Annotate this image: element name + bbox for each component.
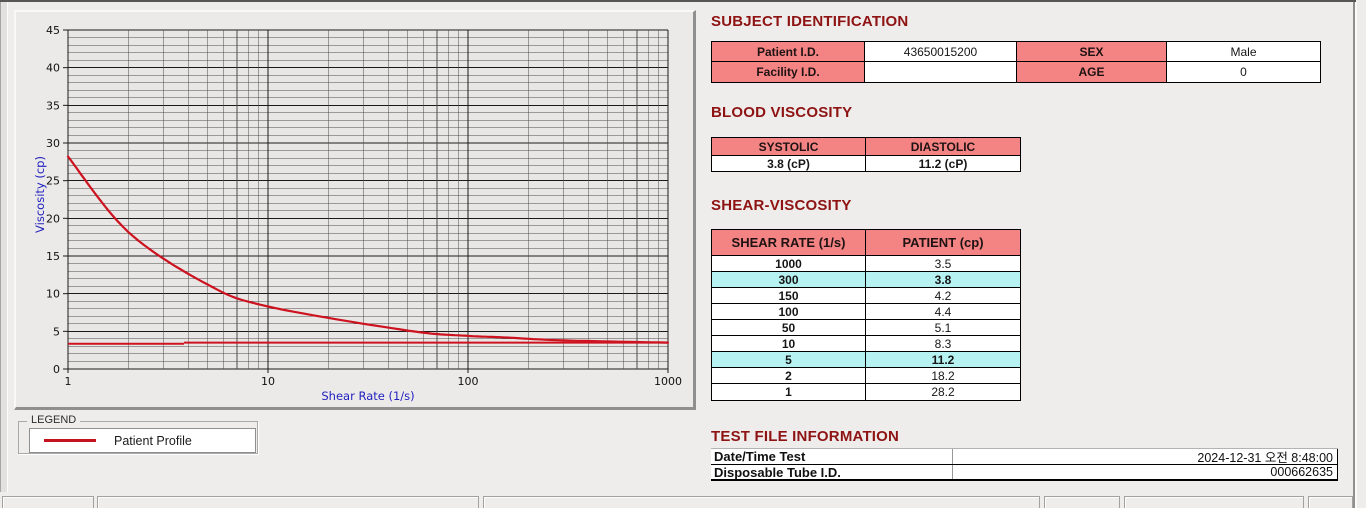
legend-series-label: Patient Profile <box>114 433 192 448</box>
svg-text:30: 30 <box>46 137 60 150</box>
sex-value: Male <box>1230 44 1257 59</box>
bottom-panel <box>483 496 1040 508</box>
blood-viscosity-title: BLOOD VISCOSITY <box>711 104 853 121</box>
table-row: Facility I.D. AGE 0 <box>712 62 1320 82</box>
age-value: 0 <box>1240 65 1247 79</box>
subject-identification-title: SUBJECT IDENTIFICATION <box>711 13 909 30</box>
date-time-test-label: Date/Time Test <box>711 449 953 464</box>
shear-viscosity-row: 100 4.4 <box>712 304 1020 320</box>
shear-rate-header: SHEAR RATE (1/s) <box>712 230 866 255</box>
patient-cp-cell: 4.4 <box>934 304 952 319</box>
table-row: Date/Time Test 2024-12-31 오전 8:48:00 <box>711 449 1338 465</box>
shear-viscosity-title: SHEAR-VISCOSITY <box>711 197 852 214</box>
disposable-tube-id-label: Disposable Tube I.D. <box>711 465 953 480</box>
window-top-border <box>0 0 1356 2</box>
shear-rate-cell: 2 <box>712 368 866 383</box>
test-file-information-title: TEST FILE INFORMATION <box>711 428 900 445</box>
diastolic-header: DIASTOLIC <box>866 138 1020 155</box>
facility-id-value <box>865 62 1017 82</box>
shear-viscosity-row: 150 4.2 <box>712 288 1020 304</box>
svg-text:10: 10 <box>261 375 275 388</box>
shear-viscosity-row: 50 5.1 <box>712 320 1020 336</box>
patient-id-label: Patient I.D. <box>712 42 865 61</box>
svg-text:15: 15 <box>46 250 60 263</box>
patient-cp-cell: 3.8 <box>866 272 1020 287</box>
diastolic-value: 11.2 (cP) <box>918 156 968 171</box>
patient-cp-cell: 8.3 <box>934 336 952 351</box>
age-label: AGE <box>1017 62 1167 82</box>
svg-text:100: 100 <box>458 375 479 388</box>
bottom-panel <box>1044 496 1120 508</box>
bottom-panel <box>1124 496 1304 508</box>
chart-panel: 0 5 10 15 20 25 30 35 40 45 1 10 100 1000 Shear Rate (… <box>14 10 696 410</box>
patient-cp-cell: 18.2 <box>931 368 955 383</box>
svg-text:1000: 1000 <box>654 375 682 388</box>
right-edge-highlight <box>1355 2 1357 508</box>
systolic-value: 3.8 (cP) <box>712 156 866 171</box>
blood-viscosity-table: SYSTOLIC DIASTOLIC 3.8 (cP) 11.2 (cP) <box>711 137 1021 172</box>
table-header-row: SHEAR RATE (1/s) PATIENT (cp) <box>712 230 1020 256</box>
svg-text:25: 25 <box>46 175 60 188</box>
svg-text:0: 0 <box>53 363 60 376</box>
svg-text:1: 1 <box>65 375 72 388</box>
systolic-header: SYSTOLIC <box>712 138 866 155</box>
svg-text:35: 35 <box>46 99 60 112</box>
table-header-row: SYSTOLIC DIASTOLIC <box>712 138 1020 156</box>
facility-id-label: Facility I.D. <box>712 62 865 82</box>
right-edge-groove <box>1353 2 1355 508</box>
shear-viscosity-table: SHEAR RATE (1/s) PATIENT (cp) 1000 3.5 300… <box>711 229 1021 401</box>
table-row: Patient I.D. 43650015200 SEX Male <box>712 42 1320 62</box>
patient-cp-cell: 5.1 <box>934 320 952 335</box>
shear-viscosity-row: 10 8.3 <box>712 336 1020 352</box>
subject-identification-table: Patient I.D. 43650015200 SEX Male Facili… <box>711 41 1321 83</box>
test-file-table: Date/Time Test 2024-12-31 오전 8:48:00 Dis… <box>711 448 1338 481</box>
shear-rate-cell: 150 <box>712 288 866 303</box>
disposable-tube-id-value: 000662635 <box>953 465 1338 479</box>
table-row: Disposable Tube I.D. 000662635 <box>711 465 1338 481</box>
shear-viscosity-rows: 1000 3.5 300 3.8 150 4.2 100 4.4 50 5.1 10 8.3 5 11.2… <box>712 256 1020 400</box>
shear-viscosity-row: 1000 3.5 <box>712 256 1020 272</box>
table-row: 3.8 (cP) 11.2 (cP) <box>712 156 1020 171</box>
shear-viscosity-row: 5 11.2 <box>712 352 1020 368</box>
patient-profile-curve <box>66 155 670 344</box>
bottom-panel <box>1308 496 1353 508</box>
bottom-panel <box>2 496 94 508</box>
date-time-test-value: 2024-12-31 오전 8:48:00 <box>953 449 1338 465</box>
shear-rate-cell: 10 <box>712 336 866 351</box>
legend-group: LEGEND Patient Profile <box>18 414 258 454</box>
bottom-panel <box>97 496 479 508</box>
svg-text:45: 45 <box>46 24 60 37</box>
svg-text:10: 10 <box>46 288 60 301</box>
sex-label: SEX <box>1017 42 1167 61</box>
svg-text:20: 20 <box>46 212 60 225</box>
shear-rate-cell: 100 <box>712 304 866 319</box>
y-axis-label: Viscosity (cp) <box>33 156 47 233</box>
shear-viscosity-row: 1 28.2 <box>712 384 1020 400</box>
left-edge-strip <box>0 2 8 492</box>
shear-rate-cell: 300 <box>712 272 866 287</box>
shear-viscosity-row: 300 3.8 <box>712 272 1020 288</box>
legend-caption: LEGEND <box>27 414 81 426</box>
shear-rate-cell: 1 <box>712 384 866 400</box>
shear-rate-cell: 5 <box>712 352 866 367</box>
svg-text:5: 5 <box>53 325 60 338</box>
shear-rate-cell: 50 <box>712 320 866 335</box>
patient-cp-header: PATIENT (cp) <box>866 230 1020 255</box>
svg-text:40: 40 <box>46 62 60 75</box>
patient-id-value: 43650015200 <box>865 42 1017 61</box>
viscosity-chart: 0 5 10 15 20 25 30 35 40 45 1 10 100 1000 Shear Rate (… <box>33 24 682 403</box>
shear-rate-cell: 1000 <box>712 256 866 271</box>
shear-viscosity-row: 2 18.2 <box>712 368 1020 384</box>
patient-cp-cell: 11.2 <box>866 352 1020 367</box>
patient-cp-cell: 28.2 <box>931 385 955 399</box>
patient-cp-cell: 3.5 <box>934 256 952 271</box>
legend-inner-box: Patient Profile <box>29 428 256 453</box>
patient-cp-cell: 4.2 <box>934 288 952 303</box>
x-axis-label: Shear Rate (1/s) <box>321 389 414 403</box>
legend-line-swatch <box>44 439 96 442</box>
